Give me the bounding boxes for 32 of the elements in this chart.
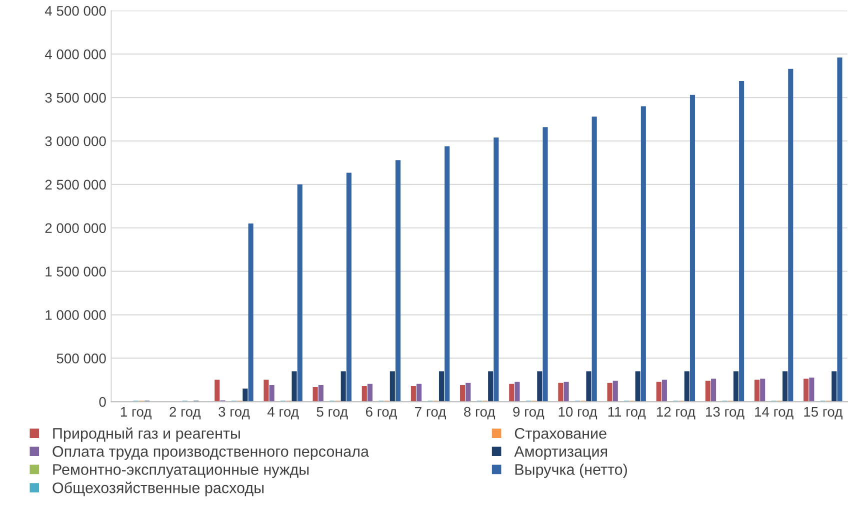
legend-label: Оплата труда производственного персонала [52, 446, 370, 460]
legend-label: Выручка (нетто) [515, 464, 627, 478]
legend-label: Страхование [514, 428, 606, 442]
x-tick-label: 7 год [415, 407, 446, 420]
y-tick-label: 1 500 000 [46, 266, 106, 276]
x-tick-label: 5 год [316, 407, 348, 420]
x-tick-label: 6 год [366, 406, 397, 420]
y-tick-label: 1 000 000 [46, 310, 106, 320]
legend-label: Общехозяйственные расходы [52, 482, 264, 496]
y-tick-label: 4 500 000 [44, 6, 106, 16]
legend-label: Природный газ и реагенты [53, 427, 240, 442]
y-tick-label: 4 000 000 [44, 49, 106, 60]
x-tick-label: 11 год [608, 407, 646, 420]
x-tick-label: 1 год [120, 407, 152, 420]
y-tick-label: 2 000 000 [45, 223, 106, 234]
legend-label: Ремонтно-эксплуатационные нужды [53, 464, 309, 478]
x-tick-label: 13 год [706, 406, 744, 420]
x-tick-label: 2 год [170, 406, 201, 420]
x-tick-label: 9 год [513, 406, 544, 420]
x-tick-label: 8 год [464, 406, 496, 420]
y-tick-label: 2 500 000 [45, 180, 106, 190]
y-tick-label: 3 500 000 [45, 92, 106, 103]
x-tick-label: 12 год [656, 406, 696, 420]
x-tick-label: 14 год [755, 407, 794, 420]
legend-label: Амортизация [514, 446, 608, 460]
x-tick-label: 4 год [267, 407, 299, 420]
y-tick-label: 500 000 [56, 354, 106, 364]
x-tick-label: 3 год [218, 406, 250, 420]
x-tick-label: 15 год [804, 407, 842, 420]
y-tick-label: 0 [99, 396, 106, 407]
x-tick-label: 10 год [558, 406, 598, 420]
y-tick-label: 3 000 000 [45, 136, 106, 146]
